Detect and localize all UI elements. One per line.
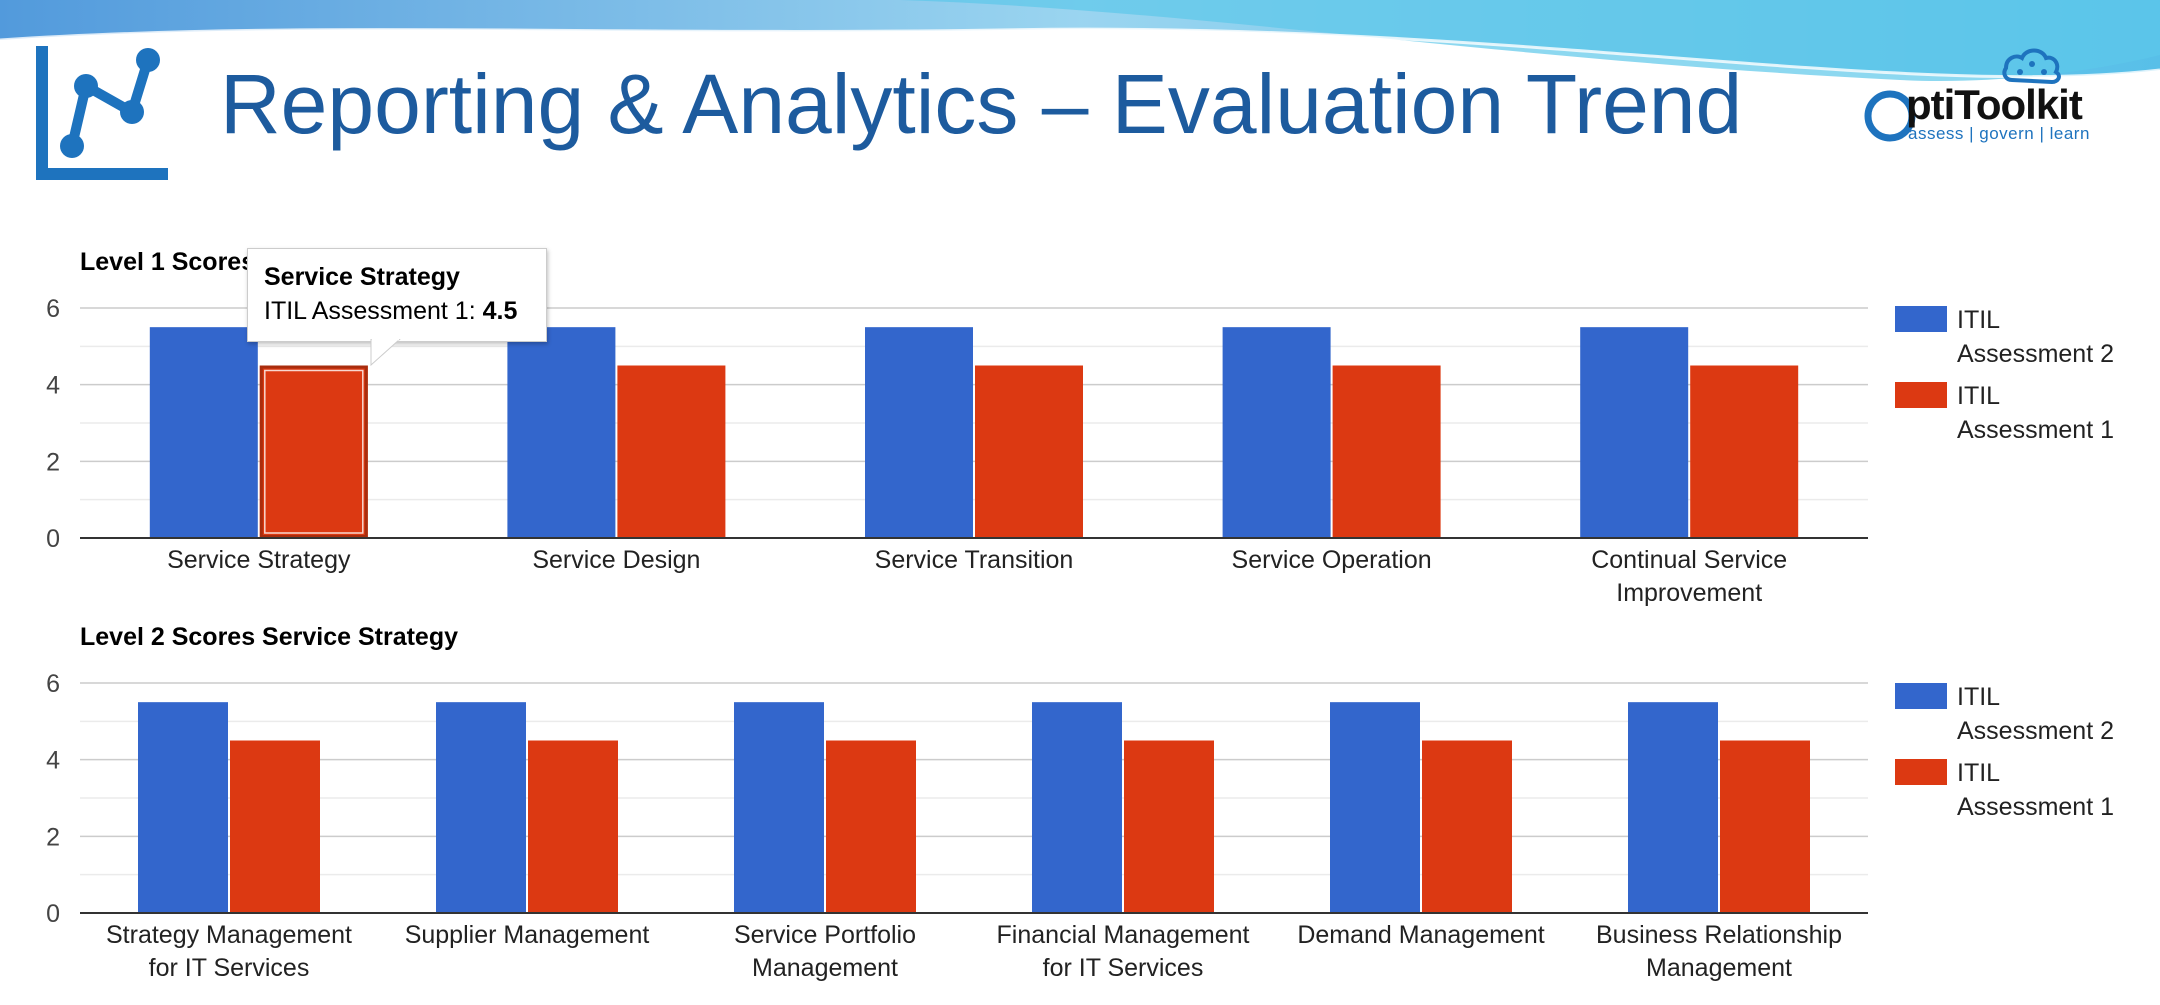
x-tick-label: Supplier Management — [405, 921, 650, 949]
level-2-chart: Level 2 Scores Service Strategy 0 2 4 6 Strat… — [46, 623, 2114, 982]
x-tick-label: Service Operation — [1232, 546, 1432, 574]
x-tick-label: Service Portfolio — [734, 921, 916, 949]
bar-assessment-2[interactable] — [436, 702, 526, 913]
bar-assessment-2[interactable] — [507, 327, 616, 538]
x-tick-label: for IT Services — [149, 954, 310, 982]
chart-tooltip: Service Strategy ITIL Assessment 1: 4.5 — [247, 248, 547, 342]
header-wave — [0, 0, 2160, 81]
bar-assessment-1[interactable] — [1124, 740, 1214, 914]
x-tick-label: Improvement — [1616, 579, 1762, 607]
chart-title: Level 1 Scores — [80, 248, 255, 276]
bar-assessment-2[interactable] — [1032, 702, 1122, 913]
bar-assessment-2[interactable] — [1628, 702, 1718, 913]
bar-assessment-1[interactable] — [1422, 740, 1512, 914]
tooltip-line: ITIL Assessment 1: 4.5 — [264, 297, 518, 325]
legend-label: ITIL — [1957, 382, 2000, 410]
x-tick-label: Service Strategy — [167, 546, 351, 574]
trend-chart-icon — [36, 46, 176, 180]
bar-assessment-1[interactable] — [230, 740, 320, 914]
bar-highlight-inner — [264, 369, 364, 534]
tooltip-value: 4.5 — [482, 297, 518, 325]
cloud-logo-icon — [1864, 48, 2061, 142]
x-tick-label: Strategy Management — [106, 921, 352, 949]
y-tick-label: 0 — [46, 900, 60, 928]
bar-assessment-1[interactable] — [617, 365, 726, 539]
x-tick-label: Management — [752, 954, 898, 982]
bar-assessment-2[interactable] — [734, 702, 824, 913]
y-tick-label: 2 — [46, 448, 60, 476]
y-tick-label: 0 — [46, 525, 60, 553]
bar-assessment-1[interactable] — [528, 740, 618, 914]
bar-assessment-1[interactable] — [826, 740, 916, 914]
bar-assessment-2[interactable] — [1580, 327, 1689, 538]
legend-swatch — [1895, 683, 1947, 709]
x-tick-label: Service Design — [532, 546, 700, 574]
legend-label: Assessment 2 — [1957, 717, 2114, 745]
legend-swatch — [1895, 306, 1947, 332]
legend-label: Assessment 1 — [1957, 416, 2114, 444]
bar-assessment-2[interactable] — [1330, 702, 1420, 913]
bar-assessment-2[interactable] — [1222, 327, 1331, 538]
x-tick-label: Demand Management — [1297, 921, 1544, 949]
bar-assessment-2[interactable] — [865, 327, 973, 538]
logo-name: ptiToolkit — [1906, 81, 2083, 128]
x-tick-label: for IT Services — [1043, 954, 1204, 982]
legend-swatch — [1895, 382, 1947, 408]
x-tick-label: Service Transition — [875, 546, 1074, 574]
x-tick-label: Business Relationship — [1596, 921, 1842, 949]
logo: ptiToolkit assess | govern | learn — [1860, 40, 2110, 150]
bar-highlight-outline — [259, 365, 368, 538]
page-title: Reporting & Analytics – Evaluation Trend — [220, 57, 1743, 151]
chart-title: Level 2 Scores Service Strategy — [80, 623, 458, 651]
bar-assessment-1[interactable] — [1332, 365, 1441, 539]
x-tick-label: Financial Management — [997, 921, 1250, 949]
legend-label: ITIL — [1957, 759, 2000, 787]
tooltip-title: Service Strategy — [264, 263, 460, 291]
bar-assessment-2[interactable] — [138, 702, 228, 913]
legend-label: ITIL — [1957, 306, 2000, 334]
bar-assessment-2[interactable] — [149, 327, 258, 538]
tooltip-pointer — [370, 339, 401, 367]
logo-tagline: assess | govern | learn — [1908, 124, 2090, 143]
y-tick-label: 4 — [46, 747, 60, 775]
x-tick-label: Management — [1646, 954, 1792, 982]
bar-assessment-1[interactable] — [1720, 740, 1810, 914]
bar-assessment-1[interactable] — [259, 365, 368, 539]
tooltip-series: ITIL Assessment 1 — [264, 297, 469, 325]
y-tick-label: 6 — [46, 670, 60, 698]
y-tick-label: 6 — [46, 295, 60, 323]
y-tick-label: 4 — [46, 372, 60, 400]
legend-label: Assessment 1 — [1957, 793, 2114, 821]
x-tick-label: Continual Service — [1591, 546, 1787, 574]
legend-label: ITIL — [1957, 683, 2000, 711]
legend-label: Assessment 2 — [1957, 340, 2114, 368]
bar-assessment-1[interactable] — [975, 365, 1083, 539]
y-tick-label: 2 — [46, 823, 60, 851]
bar-assessment-1[interactable] — [1690, 365, 1799, 539]
legend-swatch — [1895, 759, 1947, 785]
